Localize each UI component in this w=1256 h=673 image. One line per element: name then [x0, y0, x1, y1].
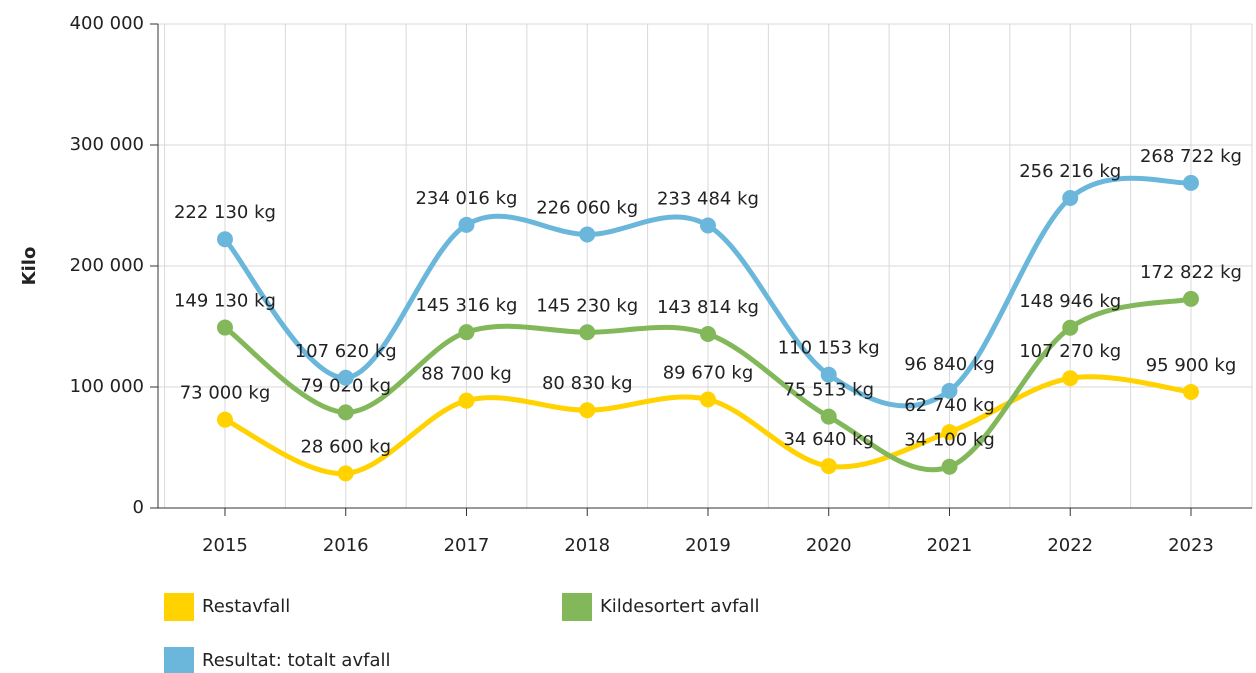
data-label: 34 100 kg: [904, 430, 995, 451]
data-label: 145 316 kg: [415, 295, 517, 316]
y-tick-label: 300 000: [70, 134, 144, 155]
data-label: 107 620 kg: [295, 341, 397, 362]
data-point: [337, 465, 354, 482]
data-label: 110 153 kg: [778, 338, 880, 359]
data-point: [1182, 290, 1199, 307]
data-point: [699, 391, 716, 408]
legend-label: Restavfall: [202, 596, 290, 617]
data-point: [216, 411, 233, 428]
data-point: [699, 325, 716, 342]
x-tick-label: 2017: [444, 535, 490, 556]
data-point: [941, 458, 958, 475]
data-point: [1062, 370, 1079, 387]
x-tick-label: 2018: [564, 535, 610, 556]
data-label: 172 822 kg: [1140, 262, 1242, 283]
data-label: 75 513 kg: [783, 380, 874, 401]
x-tick-label: 2019: [685, 535, 731, 556]
data-point: [941, 424, 958, 441]
x-tick-label: 2016: [323, 535, 369, 556]
data-label: 226 060 kg: [536, 197, 638, 218]
data-point: [699, 217, 716, 234]
data-label: 96 840 kg: [904, 354, 995, 375]
data-label: 89 670 kg: [663, 362, 754, 383]
data-label: 34 640 kg: [783, 429, 874, 450]
x-tick-label: 2022: [1047, 535, 1093, 556]
data-point: [337, 369, 354, 386]
data-label: 107 270 kg: [1019, 341, 1121, 362]
data-point: [1062, 319, 1079, 336]
grid: [158, 23, 1253, 509]
y-tick-label: 100 000: [70, 376, 144, 397]
data-label: 149 130 kg: [174, 291, 276, 312]
data-label: 62 740 kg: [904, 395, 995, 416]
data-point: [820, 366, 837, 383]
legend-label: Resultat: totalt avfall: [202, 650, 390, 671]
data-label: 79 020 kg: [300, 375, 391, 396]
legend-swatch: [164, 593, 194, 621]
data-point: [458, 324, 475, 341]
data-point: [579, 226, 596, 243]
data-point: [1182, 383, 1199, 400]
data-label: 143 814 kg: [657, 297, 759, 318]
data-point: [820, 408, 837, 425]
y-axis-title: Kilo: [19, 247, 40, 286]
data-point: [216, 319, 233, 336]
data-label: 73 000 kg: [180, 383, 271, 404]
data-point: [1062, 189, 1079, 206]
x-tick-label: 2023: [1168, 535, 1214, 556]
data-label: 88 700 kg: [421, 364, 512, 385]
data-point: [216, 231, 233, 248]
data-label: 80 830 kg: [542, 373, 633, 394]
data-label: 222 130 kg: [174, 202, 276, 223]
data-point: [820, 458, 837, 475]
legend-label: Kildesortert avfall: [600, 596, 759, 617]
data-point: [579, 402, 596, 419]
data-label: 95 900 kg: [1146, 355, 1237, 376]
x-tick-label: 2021: [927, 535, 973, 556]
data-label: 233 484 kg: [657, 188, 759, 209]
x-tick-label: 2015: [202, 535, 248, 556]
data-label: 234 016 kg: [415, 188, 517, 209]
y-tick-label: 400 000: [70, 13, 144, 34]
data-point: [1182, 174, 1199, 191]
data-point: [458, 392, 475, 409]
data-label: 28 600 kg: [300, 436, 391, 457]
data-point: [941, 382, 958, 399]
x-tick-label: 2020: [806, 535, 852, 556]
data-label: 148 946 kg: [1019, 291, 1121, 312]
y-tick-label: 200 000: [70, 255, 144, 276]
data-point: [337, 404, 354, 421]
data-label: 256 216 kg: [1019, 161, 1121, 182]
legend-swatch: [164, 647, 194, 673]
data-label: 145 230 kg: [536, 295, 638, 316]
data-point: [579, 324, 596, 341]
data-label: 268 722 kg: [1140, 146, 1242, 167]
data-point: [458, 216, 475, 233]
y-tick-label: 0: [133, 497, 144, 518]
legend-swatch: [562, 593, 592, 621]
